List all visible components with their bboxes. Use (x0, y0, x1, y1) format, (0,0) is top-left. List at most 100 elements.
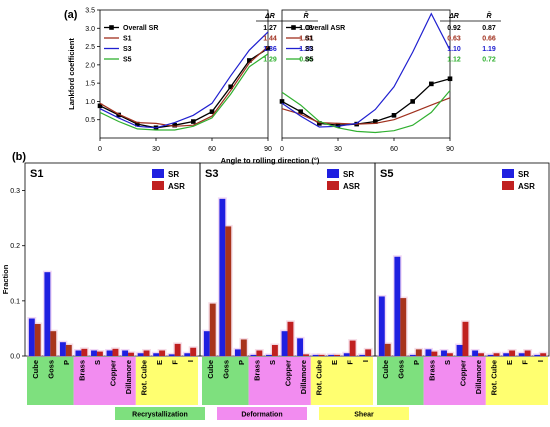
bar-sr-goss (219, 198, 226, 356)
table-r-bar-value: 0.66 (482, 36, 496, 43)
bar-asr-rot-cube (143, 350, 150, 356)
category-label: P (412, 360, 421, 365)
bar-sr-i (359, 354, 366, 356)
bar-sr-copper (106, 350, 113, 356)
bar-asr-cube (384, 343, 391, 356)
category-group-band (27, 357, 74, 405)
bar-asr-s (96, 351, 103, 356)
y-tick-label: 0.5 (85, 117, 95, 124)
bar-asr-p (65, 344, 72, 356)
data-point (172, 122, 177, 128)
category-label: P (237, 360, 246, 365)
legend-label: S3 (305, 46, 314, 53)
category-label: I (361, 360, 370, 362)
category-label: Brass (77, 360, 86, 381)
legend-label: S5 (305, 57, 314, 64)
subplot-title: S5 (380, 168, 393, 180)
category-label: S (93, 360, 102, 365)
legend-swatch-asr (502, 181, 514, 190)
category-label: Goss (46, 360, 55, 379)
category-label: Dillamore (474, 360, 483, 394)
bar-asr-p (415, 349, 422, 356)
legend-label-sr: SR (343, 170, 354, 179)
bar-asr-i (540, 353, 547, 356)
table-header-r-bar: R̄ (303, 11, 308, 20)
legend-swatch-sr (152, 169, 164, 178)
x-tick-label: 60 (208, 146, 216, 153)
x-tick-label: 30 (334, 146, 342, 153)
y-tick-label: 0.1 (10, 298, 20, 305)
x-tick-label: 0 (98, 146, 102, 153)
category-group-band (377, 357, 424, 405)
category-label: Dillamore (124, 360, 133, 394)
legend-label: S1 (305, 36, 314, 43)
bar-glow (264, 353, 274, 356)
bar-sr-f (343, 353, 350, 356)
bar-sr-goss (44, 272, 51, 356)
series-line-s3 (99, 31, 269, 129)
table-delta-r-value: 0.92 (447, 25, 461, 32)
bar-sr-rot-cube (312, 354, 319, 356)
series-line-s1 (99, 46, 269, 127)
table-r-bar-value: 1.03 (299, 25, 313, 32)
category-label: I (536, 360, 545, 362)
bar-glow (249, 353, 258, 356)
bar-asr-e (509, 350, 516, 356)
data-point (317, 121, 322, 126)
bar-sr-p (409, 354, 416, 356)
bar-asr-e (159, 350, 166, 356)
y-axis-label: Lankford coefficient (67, 38, 76, 110)
group-legend-box (115, 407, 205, 420)
bar-asr-brass (431, 351, 438, 356)
data-point (209, 109, 215, 114)
legend-label: Overall ASR (305, 25, 345, 32)
table-delta-r-value: 1.27 (263, 25, 277, 32)
table-r-bar-value: 1.19 (482, 46, 496, 53)
category-label: Rot. Cube (140, 360, 149, 395)
bar-sr-brass (250, 354, 257, 356)
table-delta-r-value: 1.36 (263, 46, 277, 53)
category-label: S (443, 360, 452, 365)
y-tick-label: 0.3 (10, 188, 20, 195)
bar-asr-dillamore (478, 353, 484, 356)
bar-asr-e (334, 354, 341, 356)
y-tick-label: 0.2 (10, 243, 20, 250)
legend-swatch-sr (502, 169, 514, 178)
bar-asr-s (271, 344, 278, 356)
legend-label: Overall SR (123, 25, 158, 32)
bar-sr-p (59, 342, 66, 356)
category-label: F (346, 360, 355, 365)
bar-asr-brass (81, 348, 88, 356)
category-label: E (505, 360, 514, 365)
category-group-band (423, 357, 486, 405)
series-line-s3 (281, 12, 451, 128)
legend-swatch-asr (327, 181, 339, 190)
data-point (429, 81, 434, 87)
x-tick-label: 90 (264, 146, 272, 153)
category-group-band (135, 357, 198, 405)
bar-sr-cube (203, 331, 210, 356)
category-label: I (186, 360, 195, 362)
series-line-overall-sr (99, 47, 269, 129)
legend-marker (109, 25, 114, 30)
category-label: E (155, 360, 164, 365)
category-label: Dillamore (299, 360, 308, 394)
group-legend-label: Deformation (241, 412, 282, 419)
category-label: Brass (427, 360, 436, 381)
category-label: Goss (396, 360, 405, 379)
bar-sr-copper (281, 331, 288, 356)
bar-asr-cube (209, 303, 216, 356)
bar-asr-p (240, 339, 247, 356)
table-header-delta-r: ΔR (448, 13, 459, 20)
subplot-title: S3 (205, 168, 218, 180)
category-label: Cube (206, 360, 215, 379)
bar-asr-rot-cube (318, 354, 325, 356)
category-label: Copper (459, 360, 468, 386)
bar-sr-s (91, 350, 97, 356)
bar-glow (317, 353, 326, 356)
legend-label: S3 (123, 46, 132, 53)
y-tick-label: 1.5 (85, 81, 95, 88)
bar-sr-dillamore (472, 350, 479, 356)
table-r-bar-value: 0.72 (482, 57, 496, 64)
bar-sr-i (184, 353, 191, 356)
